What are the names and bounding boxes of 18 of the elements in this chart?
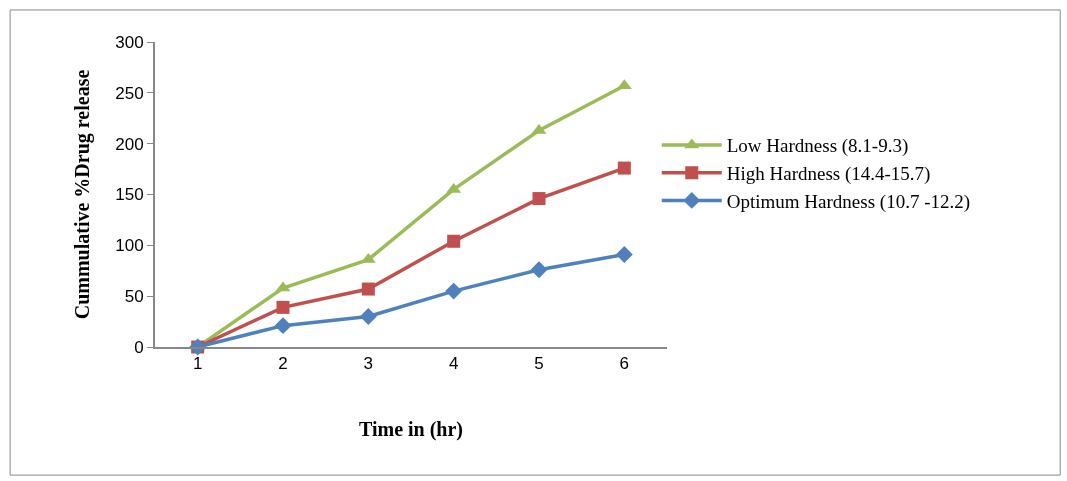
x-axis-title: Time in (hr) xyxy=(358,418,464,442)
y-axis-title: Cummulative %Drug release xyxy=(71,69,95,320)
legend-label: Optimum Hardness (10.7 -12.2) xyxy=(726,190,971,213)
y-tick-label: 250 xyxy=(115,83,144,103)
x-tick-label: 4 xyxy=(448,354,459,374)
y-tick-label: 50 xyxy=(124,287,144,307)
x-tick-label: 5 xyxy=(534,354,544,374)
legend-label: Low Hardness (8.1-9.3) xyxy=(726,135,909,158)
y-tick-label: 200 xyxy=(115,134,144,154)
legend-label: High Hardness (14.4-15.7) xyxy=(726,163,931,186)
x-tick-label: 2 xyxy=(278,354,288,374)
y-tick-label: 150 xyxy=(115,185,144,205)
y-tick-label: 100 xyxy=(115,236,144,256)
y-tick-label: 0 xyxy=(134,337,144,357)
x-tick-label: 1 xyxy=(192,354,203,374)
x-tick-label: 6 xyxy=(619,354,630,374)
x-tick-label: 3 xyxy=(363,354,374,374)
y-tick-label: 300 xyxy=(115,32,144,52)
